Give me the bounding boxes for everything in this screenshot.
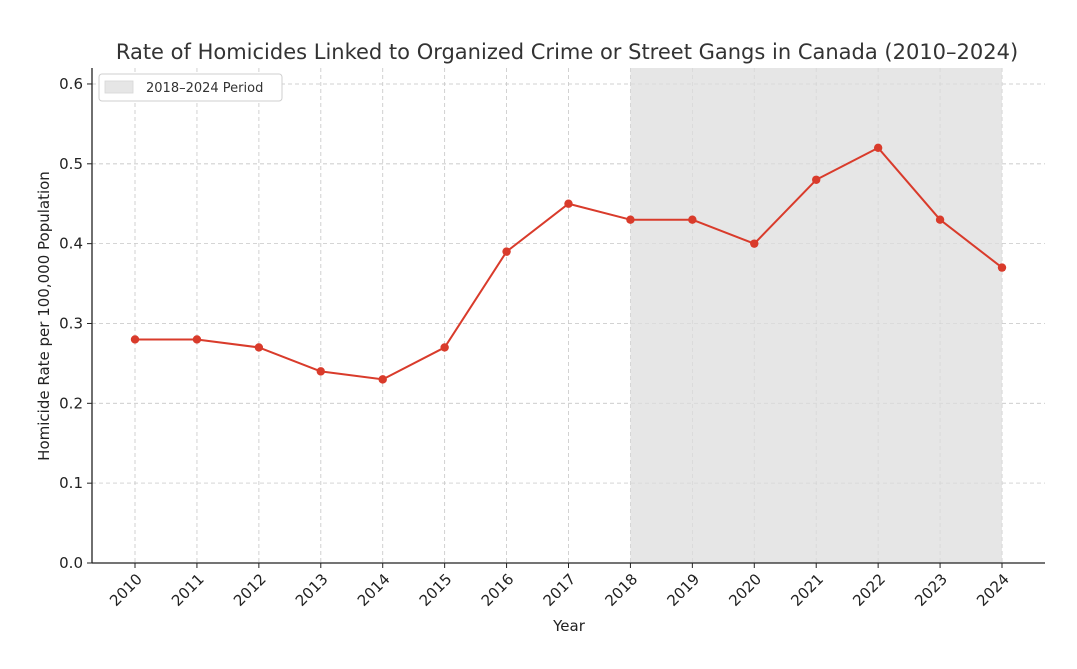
chart-title: Rate of Homicides Linked to Organized Cr…	[116, 40, 1018, 64]
data-point-2021	[812, 175, 821, 184]
y-tick-label: 0.1	[59, 474, 83, 492]
x-tick-label: 2013	[292, 570, 332, 610]
x-tick-label: 2023	[911, 570, 951, 610]
y-tick-label: 0.2	[59, 394, 83, 412]
y-tick-label: 0.6	[59, 75, 83, 93]
x-tick-label: 2022	[849, 570, 889, 610]
x-tick-label: 2016	[478, 570, 518, 610]
x-tick-label: 2020	[725, 570, 765, 610]
data-point-2013	[316, 367, 325, 376]
x-tick-label: 2011	[168, 570, 208, 610]
y-tick-label: 0.0	[59, 554, 83, 572]
data-point-2011	[192, 335, 202, 344]
data-point-2017	[564, 199, 573, 208]
data-point-2023	[935, 215, 945, 224]
legend: 2018–2024 Period	[98, 73, 283, 102]
y-tick-label: 0.3	[59, 314, 83, 332]
data-point-2018	[626, 215, 635, 224]
x-tick-label: 2024	[973, 570, 1013, 610]
x-tick-label: 2018	[602, 570, 642, 610]
grid-over-shade	[92, 68, 1045, 563]
y-tick-label: 0.4	[59, 235, 83, 253]
data-point-2022	[873, 143, 883, 153]
data-point-2019	[688, 215, 697, 224]
series	[130, 143, 1007, 384]
x-tick-label: 2017	[540, 570, 580, 610]
legend-box	[98, 73, 283, 102]
x-tick-label: 2014	[354, 570, 394, 610]
x-tick-label: 2019	[663, 570, 703, 610]
legend-entry-shaded-period: 2018–2024 Period	[146, 81, 263, 96]
y-axis-label: Homicide Rate per 100,000 Population	[35, 171, 53, 461]
x-tick-label: 2021	[787, 570, 827, 610]
y-tick-label: 0.5	[59, 155, 83, 173]
x-tick-label: 2012	[230, 570, 270, 610]
data-point-2020	[750, 239, 759, 248]
data-point-2016	[502, 247, 511, 256]
data-point-2010	[130, 335, 140, 344]
x-axis-label: Year	[552, 617, 586, 635]
data-point-2024	[997, 263, 1007, 272]
x-tick-label: 2015	[416, 570, 456, 610]
data-point-2015	[440, 343, 449, 352]
data-point-2014	[378, 375, 387, 384]
data-point-2012	[254, 343, 264, 352]
legend-swatch	[104, 80, 134, 94]
x-tick-label: 2010	[106, 570, 146, 610]
